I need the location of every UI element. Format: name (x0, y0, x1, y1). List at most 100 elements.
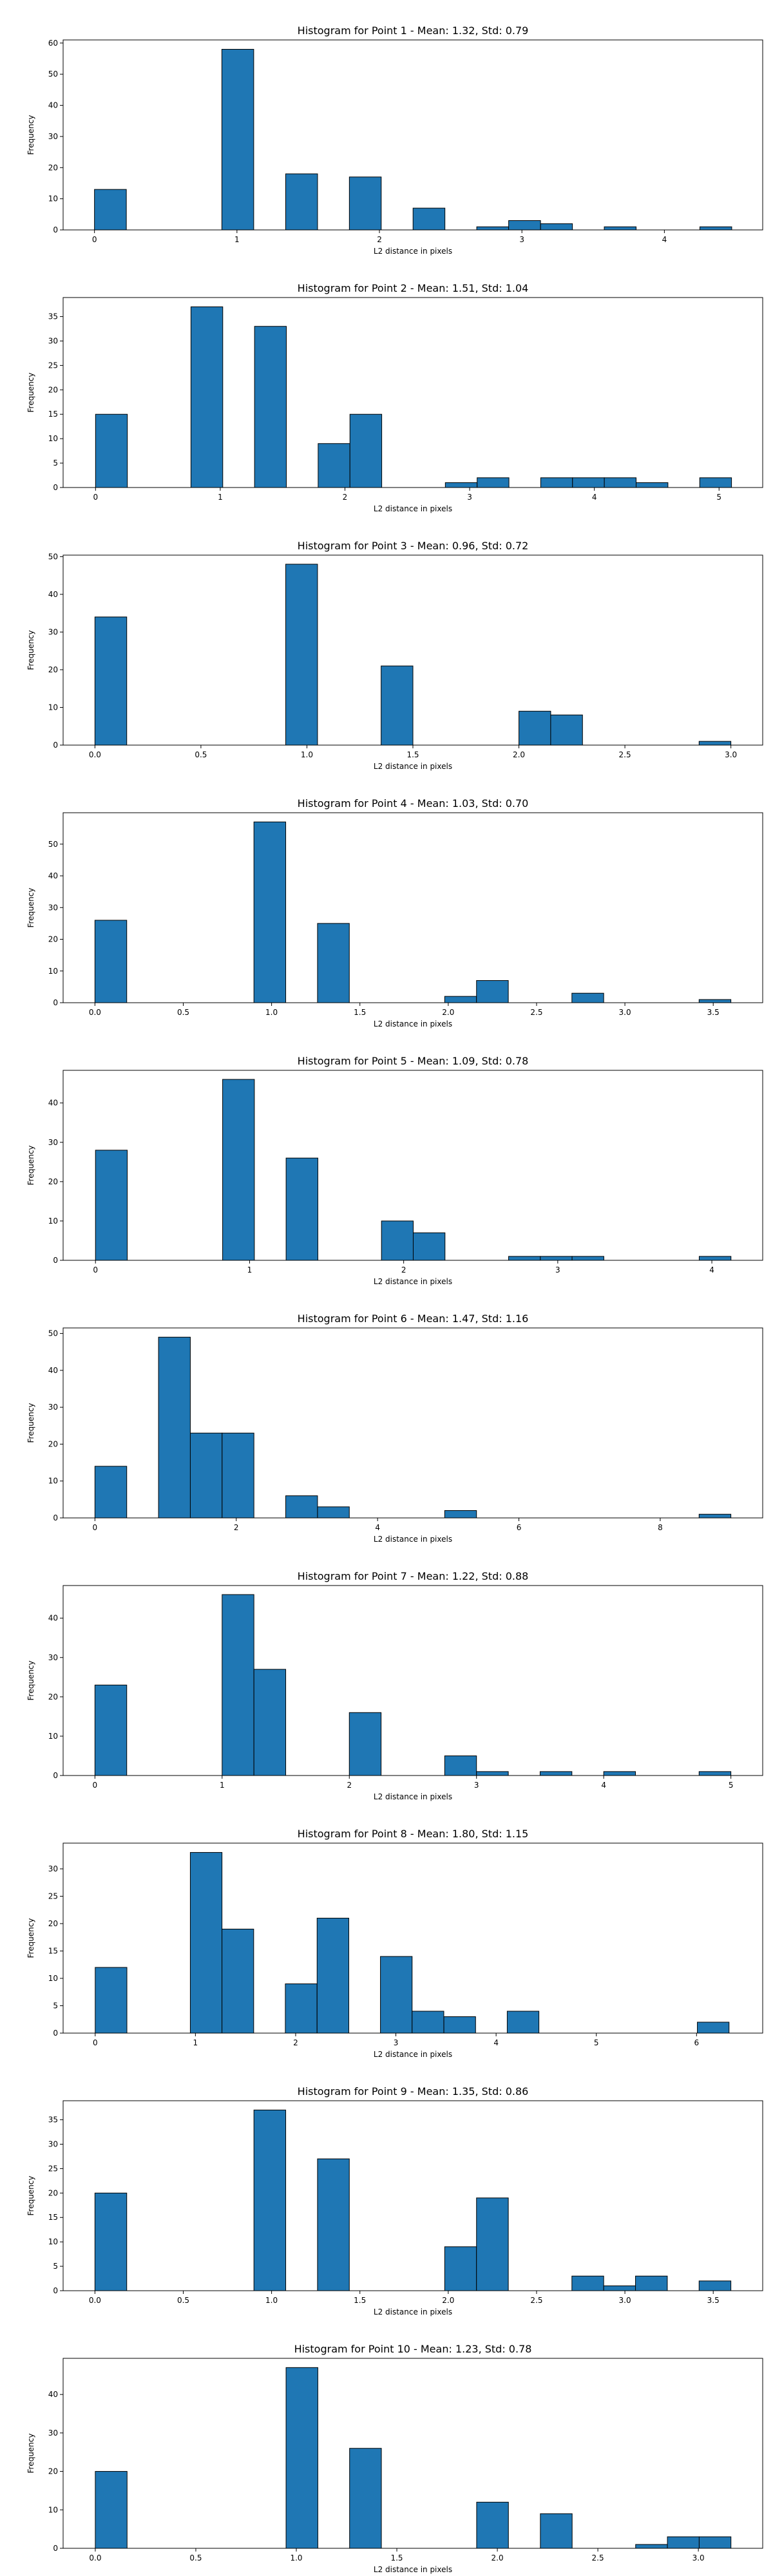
histogram-bar (412, 207, 446, 231)
x-tick-label: 3.0 (725, 750, 737, 759)
y-tick-label: 20 (48, 935, 58, 944)
y-tick-label: 35 (48, 312, 58, 321)
axes-frame (62, 2100, 763, 2291)
x-axis-label: L2 distance in pixels (374, 1792, 452, 1801)
x-tick-label: 3 (519, 235, 524, 244)
y-tick-label: 30 (48, 1653, 58, 1662)
x-tick-label: 5 (729, 1781, 734, 1790)
x-tick-label: 1.5 (390, 2553, 403, 2562)
y-tick-label: 20 (48, 1177, 58, 1186)
y-axis-label: Frequency (26, 2176, 35, 2216)
histogram-bar (317, 1506, 350, 1519)
histogram-bar (94, 1685, 128, 1776)
histogram-bar (412, 1232, 446, 1261)
histogram-bar (349, 2448, 382, 2549)
histogram-bar (253, 2109, 287, 2291)
histogram-bar (444, 1755, 477, 1776)
histogram-bar (222, 1594, 254, 1776)
y-tick-label: 40 (48, 1099, 58, 1108)
x-axis-label: L2 distance in pixels (374, 2565, 452, 2574)
histogram-bar (571, 992, 604, 1003)
y-tick-label: 5 (53, 2262, 58, 2271)
y-tick-label: 20 (48, 2467, 58, 2476)
histogram-panel-5: Histogram for Point 5 - Mean: 1.09, Std:… (26, 1055, 763, 1286)
y-tick-label: 20 (48, 163, 58, 172)
y-tick-label: 30 (48, 336, 58, 345)
y-tick-label: 30 (48, 1864, 58, 1873)
x-tick-label: 1 (218, 493, 223, 502)
histogram-bar (158, 1336, 191, 1519)
x-tick-label: 2.5 (619, 750, 631, 759)
histogram-panel-2: Histogram for Point 2 - Mean: 1.51, Std:… (26, 282, 763, 513)
x-tick-label: 1 (234, 235, 240, 244)
histogram-bar (190, 306, 224, 488)
histogram-bar (697, 2022, 730, 2034)
x-tick-label: 4 (375, 1523, 380, 1532)
histogram-bar (698, 999, 732, 1003)
chart-title: Histogram for Point 7 - Mean: 1.22, Std:… (298, 1570, 529, 1582)
histogram-panel-1: Histogram for Point 1 - Mean: 1.32, Std:… (26, 24, 763, 256)
histogram-bar (540, 2513, 573, 2549)
x-tick-label: 0.5 (189, 2553, 202, 2562)
histogram-bar (285, 2367, 318, 2549)
y-axis-label: Frequency (26, 1661, 35, 1701)
histogram-bar (699, 226, 732, 231)
histogram-bar (519, 710, 551, 746)
histogram-bar (571, 1256, 604, 1261)
x-tick-label: 2.0 (491, 2553, 504, 2562)
y-tick-label: 15 (48, 1946, 58, 1955)
histogram-bar (444, 2246, 477, 2291)
y-tick-label: 30 (48, 1403, 58, 1412)
y-tick-label: 30 (48, 1138, 58, 1147)
x-tick-label: 1.0 (265, 1008, 278, 1017)
axes-frame (62, 297, 763, 488)
x-tick-label: 5 (594, 2038, 599, 2047)
histogram-bar (508, 1256, 541, 1261)
histogram-bar (318, 443, 350, 488)
x-tick-label: 5 (716, 493, 721, 502)
histogram-bar (317, 923, 350, 1003)
histogram-bar (698, 1771, 732, 1776)
histogram-bar (698, 2536, 732, 2549)
y-tick-label: 30 (48, 2429, 58, 2438)
histogram-panel-8: Histogram for Point 8 - Mean: 1.80, Std:… (26, 1828, 763, 2059)
y-tick-label: 0 (53, 2029, 58, 2038)
x-tick-label: 0.0 (89, 2553, 101, 2562)
y-tick-label: 20 (48, 2188, 58, 2197)
y-tick-label: 20 (48, 1919, 58, 1928)
histogram-bar (317, 2158, 350, 2291)
histogram-bar (476, 1771, 509, 1776)
x-tick-label: 0.5 (195, 750, 207, 759)
histogram-bar (94, 920, 128, 1003)
chart-title: Histogram for Point 5 - Mean: 1.09, Std:… (298, 1055, 529, 1067)
x-tick-label: 4 (592, 493, 597, 502)
x-tick-label: 1 (247, 1265, 253, 1274)
y-tick-label: 40 (48, 1614, 58, 1623)
histogram-bar (381, 1220, 414, 1261)
histogram-bar (604, 226, 637, 231)
y-tick-label: 60 (48, 39, 58, 48)
histogram-bar (94, 1466, 128, 1519)
y-tick-label: 0 (53, 225, 58, 234)
y-tick-label: 10 (48, 1732, 58, 1741)
y-tick-label: 0 (53, 2286, 58, 2295)
histogram-bar (444, 482, 478, 488)
histogram-bar (635, 2275, 668, 2291)
x-tick-label: 1.0 (265, 2296, 278, 2305)
y-tick-label: 0 (53, 483, 58, 492)
histogram-bar (285, 1157, 318, 1261)
x-axis-label: L2 distance in pixels (374, 1019, 452, 1028)
y-tick-label: 50 (48, 70, 58, 79)
histogram-bar (476, 226, 510, 231)
x-axis-label: L2 distance in pixels (374, 247, 452, 256)
histogram-bar (476, 2501, 509, 2549)
histogram-bar (253, 1669, 287, 1776)
x-axis-label: L2 distance in pixels (374, 504, 452, 513)
histogram-bar (444, 996, 477, 1003)
x-tick-label: 3.0 (619, 2296, 631, 2305)
y-axis-label: Frequency (26, 1918, 35, 1958)
x-tick-label: 0.5 (177, 2296, 189, 2305)
histogram-bar (635, 2544, 668, 2549)
x-tick-label: 0.0 (89, 1008, 101, 1017)
x-axis-label: L2 distance in pixels (374, 2050, 452, 2059)
